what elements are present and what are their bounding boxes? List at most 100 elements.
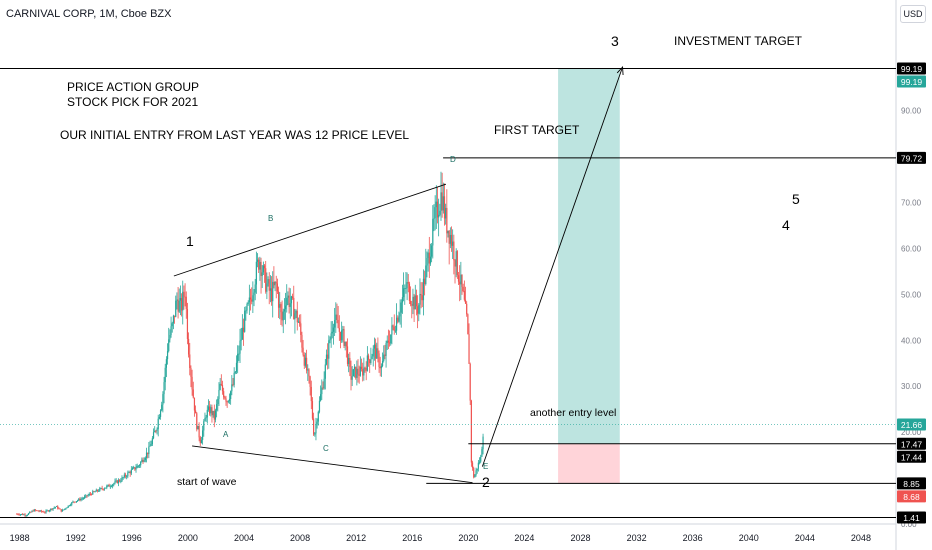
candle-body: [158, 416, 160, 419]
candle-body: [127, 472, 129, 477]
candle-body: [449, 234, 451, 244]
candle-body: [362, 369, 364, 376]
candle-body: [366, 355, 368, 371]
candle-body: [19, 514, 21, 516]
candle-body: [112, 484, 114, 487]
candle-body: [307, 369, 309, 371]
candle-body: [51, 508, 53, 510]
candle-body: [321, 387, 323, 395]
candle-body: [121, 477, 123, 482]
candle-body: [221, 385, 224, 392]
candle-body: [310, 386, 312, 402]
candle-body: [369, 359, 371, 364]
candle-body: [72, 501, 74, 503]
candle-body: [178, 300, 180, 312]
candle-body: [191, 376, 193, 390]
candle-body: [295, 310, 297, 314]
price-badge-bg: [897, 511, 926, 524]
candle-body: [300, 323, 302, 335]
candle-body: [87, 495, 89, 497]
candle-body: [54, 506, 56, 508]
candle-body: [265, 268, 267, 292]
price-badge: 79.72: [897, 151, 926, 164]
candle-body: [314, 433, 316, 435]
candle-body: [31, 510, 33, 512]
candle-body: [106, 485, 108, 488]
candle-body: [34, 509, 37, 511]
candle-body: [24, 514, 26, 516]
candle-body: [258, 259, 260, 270]
candle-body: [169, 334, 171, 340]
candle-body: [218, 389, 220, 399]
candle-body: [413, 296, 415, 310]
candle-body: [304, 357, 307, 366]
currency-button[interactable]: USD: [900, 5, 926, 23]
candle-body: [380, 366, 382, 369]
price-badge-bg: [897, 490, 926, 503]
candle-body: [407, 282, 409, 284]
investment-target-label: INVESTMENT TARGET: [674, 34, 803, 48]
time-tick-label: 1988: [10, 533, 30, 543]
candle-body: [233, 372, 235, 385]
candle-body: [270, 288, 273, 302]
price-axis[interactable]: 0.0020.0030.0040.0050.0060.0070.0080.009…: [901, 107, 922, 529]
candle-body: [144, 457, 146, 461]
candle-body: [175, 300, 177, 317]
candle-body: [315, 424, 317, 434]
candle-body: [330, 333, 332, 340]
candle-body: [88, 493, 90, 496]
candle-body: [358, 374, 360, 376]
candle-body: [376, 348, 378, 359]
candle-body: [477, 462, 479, 469]
candle-body: [359, 366, 361, 376]
candle-body: [163, 382, 165, 395]
candle-body: [99, 488, 101, 491]
time-axis[interactable]: 1988 1992 1996 2000 2004 2008 2012 2016 2020 2024…: [10, 533, 871, 543]
price-badge-label: 8.68: [903, 492, 920, 502]
candle-body: [25, 515, 27, 517]
candle-body: [394, 330, 397, 332]
candle-body: [126, 476, 128, 478]
candle-body: [50, 508, 52, 511]
candle-body: [179, 298, 182, 301]
candle-body: [244, 310, 246, 332]
candle-body: [454, 260, 456, 267]
zones: [558, 68, 620, 484]
candle-body: [395, 317, 398, 331]
candle-body: [291, 296, 294, 298]
candle-body: [313, 418, 315, 435]
candle-body: [74, 501, 76, 503]
candle-body: [439, 210, 441, 215]
candle-body: [135, 468, 137, 470]
candle-body: [353, 366, 356, 370]
candle-body: [415, 295, 418, 307]
candle-body: [103, 488, 106, 490]
candle-body: [47, 510, 49, 512]
candle-body: [274, 281, 276, 286]
candle-body: [253, 292, 255, 296]
candle-body: [392, 325, 394, 327]
candle-body: [38, 511, 40, 512]
candle-body: [466, 303, 468, 315]
candle-body: [17, 513, 19, 515]
candle-body: [75, 501, 78, 502]
candle-body: [391, 325, 393, 335]
candle-body: [406, 282, 408, 289]
candle-body: [213, 410, 215, 420]
candle-body: [414, 295, 416, 310]
price-badge-bg: [897, 437, 926, 450]
price-badge-label: 21.66: [901, 420, 923, 430]
candle-body: [308, 369, 310, 377]
price-badge-bg: [897, 62, 926, 75]
candle-body: [114, 481, 116, 484]
candle-body: [168, 339, 170, 352]
candle-body: [156, 429, 158, 431]
candle-body: [290, 296, 293, 304]
candle-body: [268, 279, 270, 291]
candle-body: [78, 498, 80, 501]
candle-body: [108, 484, 110, 487]
candle-body: [230, 391, 232, 399]
candle-body: [374, 344, 377, 359]
candle-body: [155, 430, 157, 432]
